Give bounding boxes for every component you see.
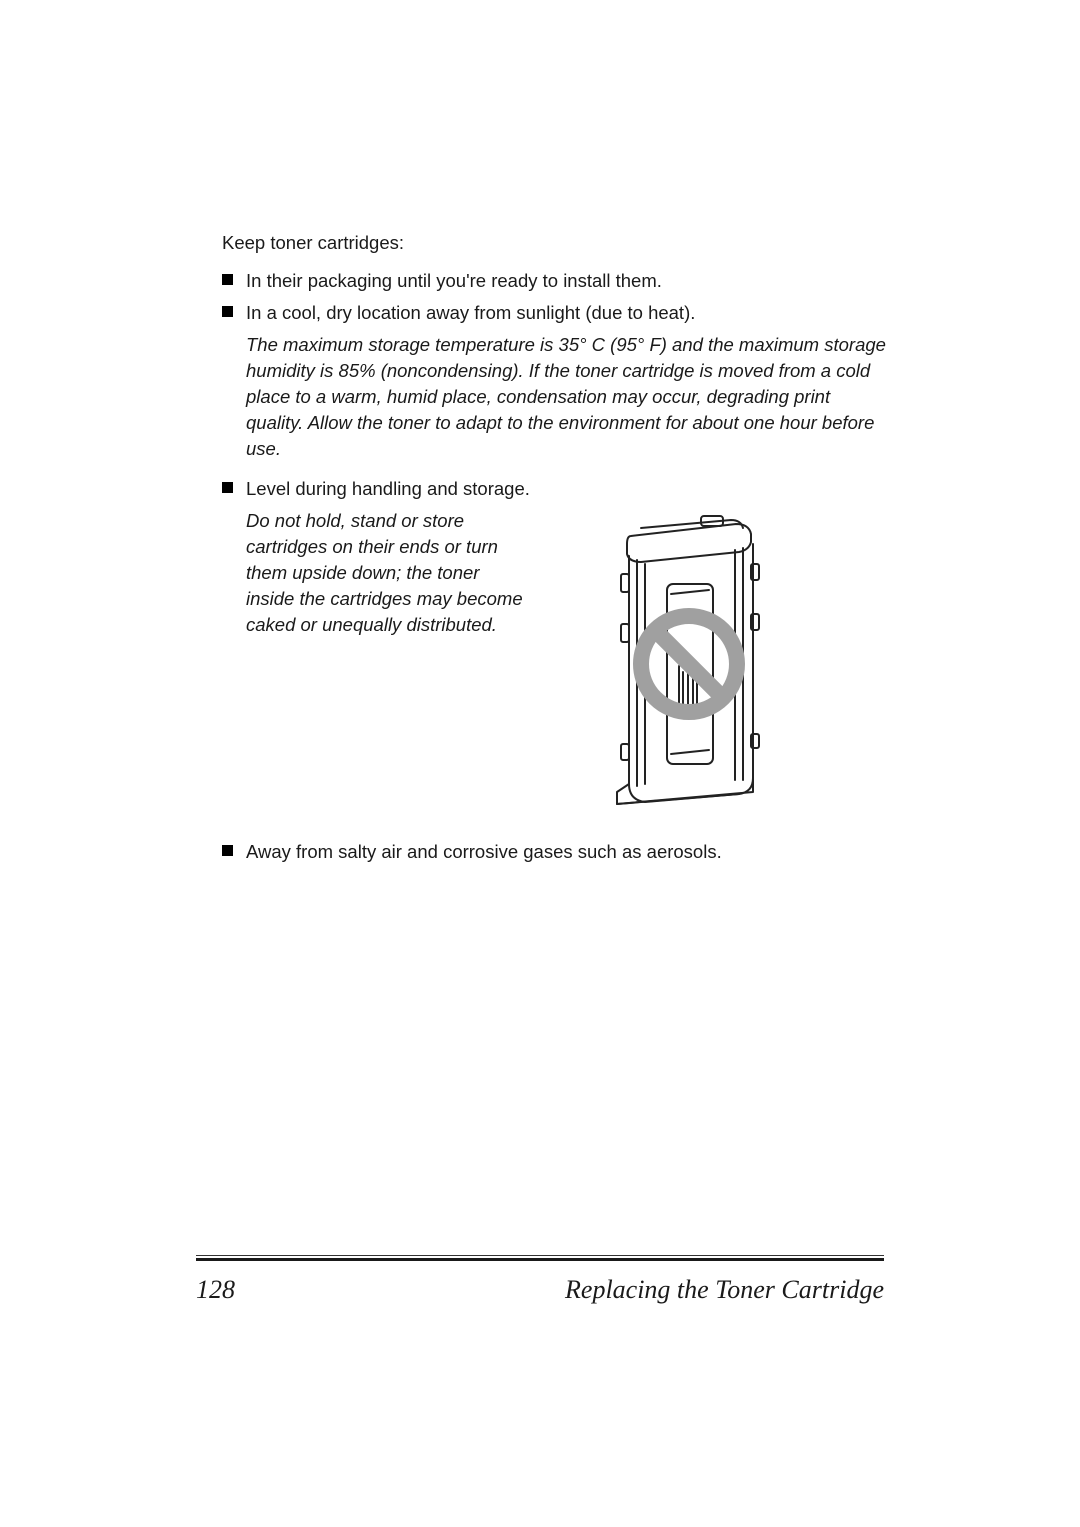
bullet-2-note: The maximum storage temperature is 35° C…: [246, 332, 892, 462]
bullet-2-text: In a cool, dry location away from sunlig…: [246, 300, 695, 326]
bullet-4-text: Away from salty air and corrosive gases …: [246, 839, 722, 865]
square-bullet-icon: [222, 482, 233, 493]
square-bullet-icon: [222, 306, 233, 317]
bullet-item-4: Away from salty air and corrosive gases …: [222, 839, 892, 865]
footer-rule-thick: [196, 1258, 884, 1261]
footer-rule-thin: [196, 1255, 884, 1256]
intro-text: Keep toner cartridges:: [222, 230, 892, 256]
section-title: Replacing the Toner Cartridge: [565, 1275, 884, 1305]
bullet-item-1: In their packaging until you're ready to…: [222, 268, 892, 294]
bullet-3-text: Level during handling and storage.: [246, 476, 530, 502]
bullet-item-2: In a cool, dry location away from sunlig…: [222, 300, 892, 326]
square-bullet-icon: [222, 274, 233, 285]
bullet-1-text: In their packaging until you're ready to…: [246, 268, 662, 294]
manual-page: Keep toner cartridges: In their packagin…: [0, 0, 1080, 1527]
bullet-3-note: Do not hold, stand or store cartridges o…: [246, 508, 531, 638]
bullet-item-3: Level during handling and storage.: [222, 476, 892, 502]
page-number: 128: [196, 1275, 235, 1305]
square-bullet-icon: [222, 845, 233, 856]
illustration-wrap: [531, 508, 892, 819]
content-block: Keep toner cartridges: In their packagin…: [222, 230, 892, 871]
footer-line: 128 Replacing the Toner Cartridge: [196, 1275, 884, 1305]
page-footer: 128 Replacing the Toner Cartridge: [196, 1255, 884, 1305]
bullet-3-detail-row: Do not hold, stand or store cartridges o…: [246, 508, 892, 819]
toner-cartridge-illustration: [571, 514, 801, 814]
